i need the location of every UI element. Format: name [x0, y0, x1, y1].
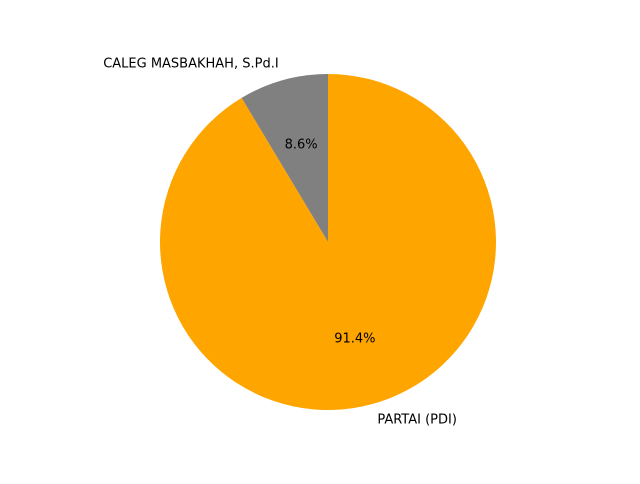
pie-slice-percent-label-1: 91.4%: [334, 332, 375, 347]
pie-slice-percent-label-0: 8.6%: [285, 137, 318, 152]
pie-slice-0: [241, 74, 328, 242]
pie-slice-1: [160, 74, 496, 410]
labels-layer: 8.6% CALEG MASBAKHAH, S.Pd.I 91.4% PARTAI (…: [103, 56, 457, 427]
pie-slice-label-1: PARTAI (PDI): [377, 413, 457, 428]
pie-slice-label-0: CALEG MASBAKHAH, S.Pd.I: [103, 56, 278, 71]
slices-layer: [160, 74, 496, 410]
